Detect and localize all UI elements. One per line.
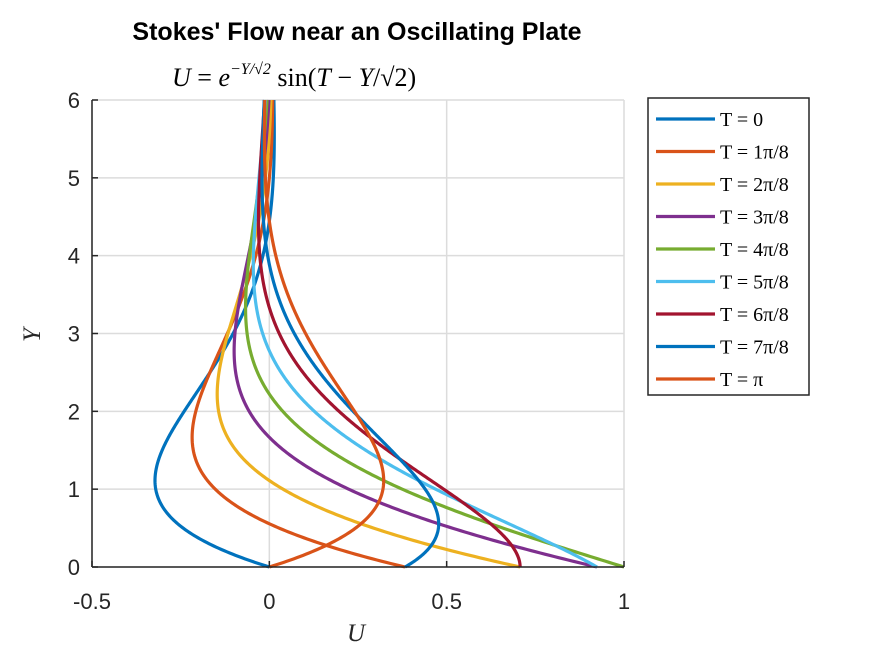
chart-subtitle: U = e−Y/√2 sin(T − Y/√2) [172,61,416,92]
curves [153,99,625,569]
y-tick-label: 2 [68,399,80,424]
series-line [256,99,522,568]
series-line [262,99,386,569]
svg-text:U = e−Y/√2 sin(T − Y/√2): U = e−Y/√2 sin(T − Y/√2) [172,61,416,92]
y-tick-label: 3 [68,322,80,347]
legend-label: T = 6π/8 [720,304,789,326]
tick-labels: -0.5 0 0.5 1 0 1 2 3 4 5 6 [68,88,630,614]
series-line [260,99,441,569]
x-tick-label: -0.5 [73,589,111,614]
x-tick-label: 0 [263,589,275,614]
axes [91,99,625,568]
x-tick-label: 0.5 [431,589,462,614]
legend-label: T = π [720,369,763,391]
y-tick-label: 4 [68,244,80,269]
legend-label: T = 7π/8 [720,337,789,359]
legend-label: T = 1π/8 [720,142,789,164]
y-tick-label: 1 [68,477,80,502]
chart-title: Stokes' Flow near an Oscillating Plate [132,18,581,46]
legend-label: T = 5π/8 [720,272,789,294]
x-tick-label: 1 [618,589,630,614]
legend: T = 0 T = 1π/8 T = 2π/8 T = 3π/8 T = 4π/8 T =… [647,97,810,396]
y-tick-label: 5 [68,166,80,191]
legend-label: T = 0 [720,109,763,131]
legend-box [647,97,810,396]
legend-label: T = 2π/8 [720,174,789,196]
grid [91,99,625,568]
x-axis-label: U [347,620,367,647]
y-axis-label: Y [19,325,46,342]
y-tick-label: 0 [68,555,80,580]
series-line [153,99,276,569]
legend-label: T = 3π/8 [720,207,789,229]
y-tick-label: 6 [68,88,80,113]
legend-label: T = 4π/8 [720,239,789,261]
